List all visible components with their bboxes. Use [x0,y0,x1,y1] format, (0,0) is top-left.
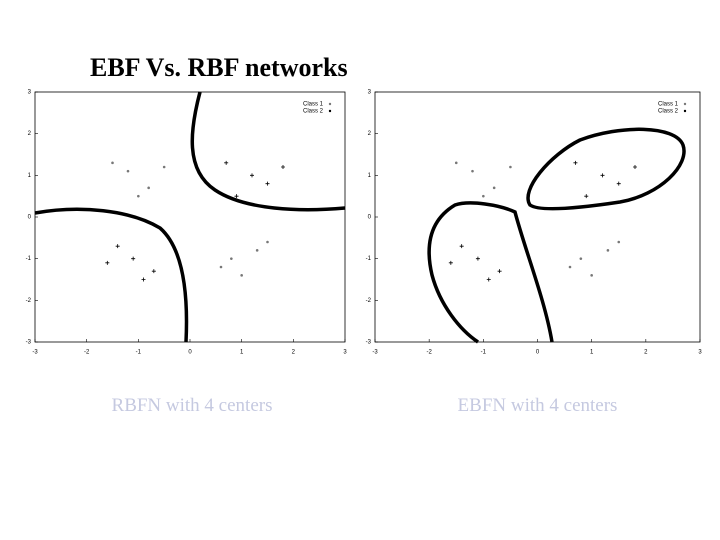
point [265,181,270,186]
decision-boundary [526,127,686,211]
x-tick-label: -2 [426,350,432,356]
point [219,265,223,269]
point [234,194,239,199]
point [105,260,110,265]
legend-swatch [328,109,332,113]
point [255,249,259,252]
point [584,194,589,199]
slide-title: EBF Vs. RBF networks [90,53,348,82]
x-tick-label: 2 [292,350,296,356]
point [579,257,583,260]
decision-boundary [427,201,554,344]
point [162,165,166,169]
point [459,244,464,249]
y-tick-label: 0 [28,215,32,221]
point [126,169,130,173]
y-tick-label: -3 [366,340,372,346]
point [617,240,621,244]
point [131,256,136,261]
legend-label: Class 2 [303,109,324,115]
point [147,186,150,190]
y-tick-label: 2 [28,131,32,137]
x-tick-label: -1 [136,350,142,356]
point [573,160,578,165]
legend-swatch [328,102,332,106]
point [151,269,156,274]
point [590,274,593,277]
caption: RBFN with 4 centers [112,395,273,416]
point [497,269,502,274]
y-tick-label: 3 [368,90,372,96]
x-tick-label: 1 [240,350,244,356]
legend-swatch [683,109,687,113]
y-tick-label: -1 [366,256,372,262]
point [606,249,610,252]
x-tick-label: -3 [32,350,38,356]
y-tick-label: 3 [28,90,32,96]
point [448,260,453,265]
decision-boundary [190,91,346,212]
x-tick-label: -3 [372,350,378,356]
x-tick-label: 2 [644,350,648,356]
point [115,244,120,249]
point [492,186,496,190]
y-tick-label: -2 [366,298,372,304]
point [141,277,146,282]
point [616,181,621,186]
x-tick-label: 0 [536,350,540,356]
point [475,256,480,261]
point [454,161,458,165]
legend-label: Class 1 [658,102,679,108]
decision-boundary [34,207,189,343]
x-tick-label: 3 [698,350,702,356]
point [600,173,605,178]
point [471,169,474,173]
x-tick-label: 0 [188,350,192,356]
point [224,160,229,165]
plot-frame [34,91,346,343]
point [509,165,512,169]
point [568,265,572,269]
point [281,165,285,169]
y-tick-label: -2 [26,298,32,304]
point [240,274,243,277]
point [482,194,485,198]
x-tick-label: -1 [481,350,487,356]
point [137,194,140,198]
legend-label: Class 2 [658,109,679,115]
point [486,277,491,282]
y-tick-label: 1 [28,173,32,179]
y-tick-label: 0 [368,215,372,221]
point [250,173,254,178]
y-tick-label: 1 [368,173,372,179]
x-tick-label: 3 [343,350,347,356]
legend-swatch [683,102,687,106]
point [633,165,637,169]
point [230,257,233,260]
legend-label: Class 1 [303,102,324,108]
caption: EBFN with 4 centers [458,395,618,416]
y-tick-label: 2 [368,131,372,137]
x-tick-label: 1 [590,350,594,356]
point [111,161,114,165]
plot-frame [374,91,701,343]
point [266,240,269,244]
y-tick-label: -1 [26,256,32,262]
y-tick-label: -3 [26,340,32,346]
x-tick-label: -2 [84,350,90,356]
